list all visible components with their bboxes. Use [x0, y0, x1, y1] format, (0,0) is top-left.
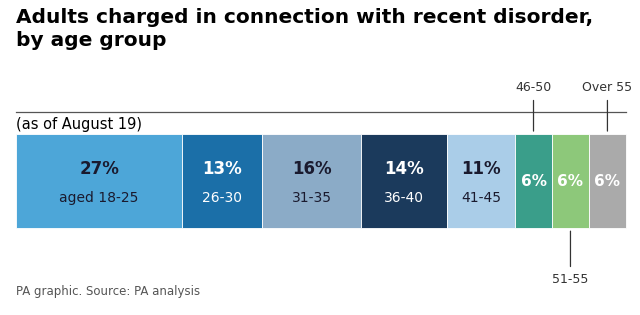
Text: aged 18-25: aged 18-25 [60, 192, 139, 205]
Bar [361, 134, 447, 228]
Bar [447, 134, 515, 228]
Text: 27%: 27% [79, 159, 119, 178]
Text: 31-35: 31-35 [292, 192, 332, 205]
Bar [16, 134, 182, 228]
Bar [515, 134, 552, 228]
Bar [262, 134, 361, 228]
Text: 6%: 6% [595, 174, 620, 189]
Bar [552, 134, 589, 228]
Text: 36-40: 36-40 [384, 192, 424, 205]
Text: 41-45: 41-45 [461, 192, 501, 205]
Text: Over 55: Over 55 [582, 81, 632, 94]
Text: 51-55: 51-55 [552, 273, 589, 286]
Text: 6%: 6% [557, 174, 584, 189]
Text: 11%: 11% [461, 159, 501, 178]
Text: (as of August 19): (as of August 19) [16, 117, 142, 132]
Text: 14%: 14% [384, 159, 424, 178]
Text: 13%: 13% [202, 159, 243, 178]
Text: Adults charged in connection with recent disorder,
by age group: Adults charged in connection with recent… [16, 8, 593, 50]
Bar [589, 134, 626, 228]
Text: PA graphic. Source: PA analysis: PA graphic. Source: PA analysis [16, 285, 200, 298]
Text: 16%: 16% [292, 159, 332, 178]
Text: 26-30: 26-30 [202, 192, 243, 205]
Bar [182, 134, 262, 228]
Text: 6%: 6% [520, 174, 547, 189]
Text: 46-50: 46-50 [515, 81, 552, 94]
